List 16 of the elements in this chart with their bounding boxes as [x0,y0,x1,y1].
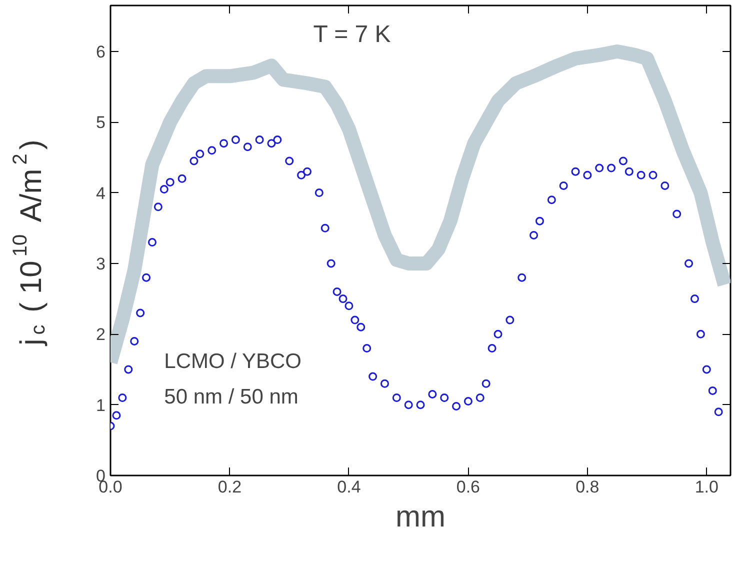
y-tick-label: 1 [96,396,106,415]
x-tick-label: 0.4 [337,478,361,496]
x-tick-label: 1.0 [694,478,718,496]
annotation: LCMO / YBCO [164,350,302,374]
annotation: 50 nm / 50 nm [164,385,298,408]
x-axis-title: mm [396,500,446,534]
x-tick-label: 0.6 [456,478,480,496]
annotation: T = 7 K [313,20,391,48]
y-tick-label: 6 [96,42,106,62]
y-tick-label: 2 [96,325,106,344]
x-tick-label: 0.2 [218,478,242,496]
y-tick-label: 3 [96,254,106,274]
x-tick-label: 0.8 [576,478,600,496]
y-tick-label: 5 [96,113,106,132]
y-tick-label: 4 [96,184,106,203]
y-axis-title: jc ( 1010 A/m2) [10,140,50,346]
